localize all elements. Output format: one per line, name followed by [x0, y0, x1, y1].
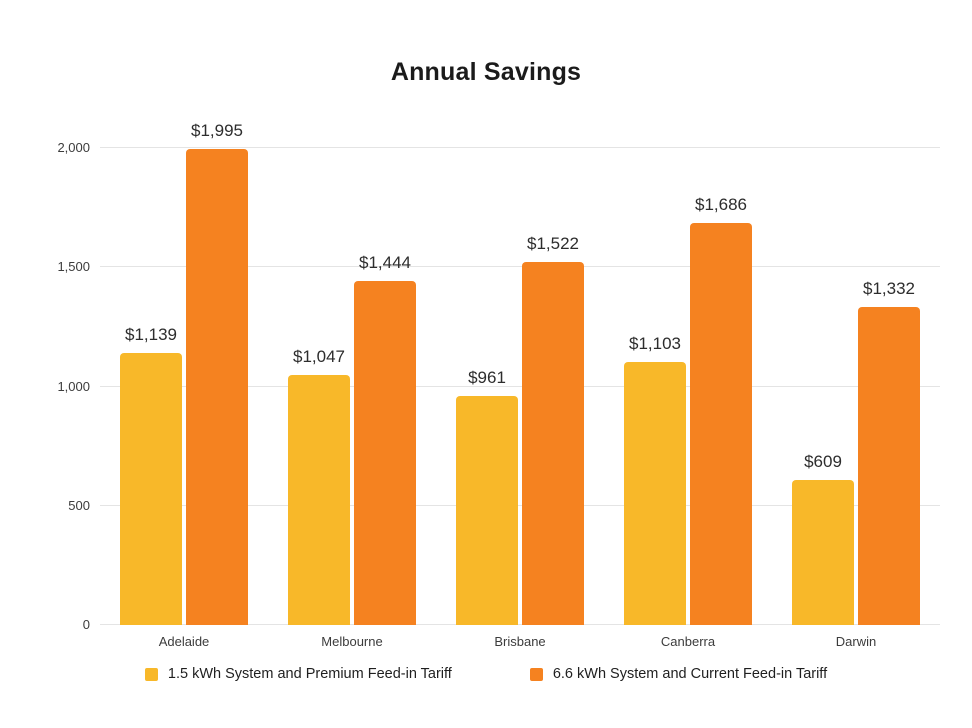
bar-value-label: $1,522: [527, 234, 579, 253]
bar-value-label: $1,444: [359, 252, 411, 272]
bar-darwin-series1: $609: [792, 452, 854, 625]
bar-value-label: $961: [468, 367, 506, 387]
legend: 1.5 kWh System and Premium Feed-in Tarif…: [0, 666, 972, 682]
bar-group-canberra: $1,103 $1,686: [604, 195, 772, 625]
bar-value-label: $1,686: [695, 194, 747, 214]
bar-melbourne-series2: $1,444: [354, 253, 416, 625]
y-tick-label: 0: [82, 617, 90, 632]
gridline: [100, 266, 940, 268]
y-tick-label: 1,500: [57, 259, 90, 275]
bar-adelaide-series1: $1,139: [120, 325, 182, 625]
bar-brisbane-series2: $1,522: [522, 234, 584, 625]
x-axis-label-canberra: Canberra: [660, 634, 716, 649]
bar-group-adelaide: $1,139 $1,995: [100, 121, 268, 625]
bar-group-darwin: $609 $1,332: [772, 279, 940, 625]
bar-value-label: $1,332: [863, 279, 915, 299]
bar-melbourne-series1: $1,047: [288, 347, 350, 625]
x-axis-label-darwin: Darwin: [835, 634, 877, 649]
bar-group-brisbane: $961 $1,522: [436, 234, 604, 625]
bar-value-label: $1,995: [191, 121, 243, 141]
gridline: [100, 147, 940, 148]
bar-value-label: $1,103: [629, 333, 681, 353]
y-tick-label: 2,000: [57, 140, 90, 155]
legend-item-series1: 1.5 kWh System and Premium Feed-in Tarif…: [144, 666, 452, 682]
legend-swatch-icon: [529, 667, 543, 681]
plot-area: $1,139 $1,995 $1,047 $1,444 $961 $1,522 $1,103…: [100, 121, 940, 625]
bar-brisbane-series1: $961: [456, 368, 518, 625]
y-tick-label: 1,000: [57, 378, 90, 394]
legend-item-series2: 6.6 kWh System and Current Feed-in Tarif…: [529, 666, 828, 682]
bar-adelaide-series2: $1,995: [186, 121, 248, 625]
y-tick-label: 500: [68, 497, 90, 513]
bar-darwin-series2: $1,332: [858, 279, 920, 625]
x-axis-label-melbourne: Melbourne: [321, 634, 383, 649]
gridline: [100, 385, 940, 387]
legend-label: 1.5 kWh System and Premium Feed-in Tarif…: [167, 666, 452, 682]
gridline: [100, 624, 940, 625]
legend-label: 6.6 kWh System and Current Feed-in Tarif…: [552, 666, 828, 682]
bar-value-label: $609: [804, 451, 842, 471]
bar-canberra-series1: $1,103: [624, 334, 686, 625]
bar-value-label: $1,139: [125, 325, 177, 345]
x-axis-label-adelaide: Adelaide: [158, 634, 210, 649]
x-axis-label-brisbane: Brisbane: [494, 634, 546, 649]
bar-group-melbourne: $1,047 $1,444: [268, 253, 436, 625]
chart-title: Annual Savings: [390, 58, 582, 86]
bar-value-label: $1,047: [293, 347, 345, 367]
gridline: [100, 504, 940, 506]
bar-canberra-series2: $1,686: [690, 195, 752, 625]
legend-swatch-icon: [144, 667, 158, 681]
